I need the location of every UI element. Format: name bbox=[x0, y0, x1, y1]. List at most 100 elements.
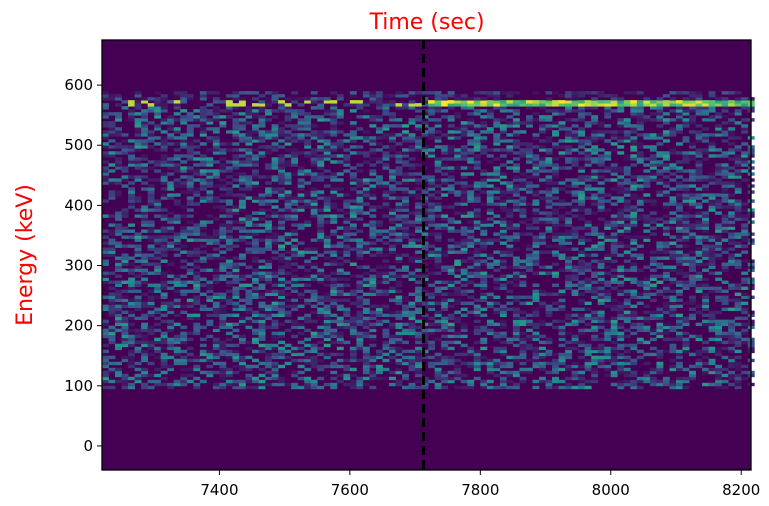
heatmap-cell bbox=[291, 289, 299, 293]
heatmap-cell bbox=[662, 328, 670, 333]
heatmap-cell bbox=[597, 196, 605, 200]
heatmap-cell bbox=[147, 184, 155, 188]
heatmap-cell bbox=[330, 112, 338, 116]
heatmap-cell bbox=[675, 220, 683, 224]
heatmap-cell bbox=[388, 103, 396, 107]
heatmap-cell bbox=[486, 109, 494, 113]
heatmap-cell bbox=[238, 100, 246, 104]
heatmap-cell bbox=[675, 151, 683, 155]
heatmap-cell bbox=[532, 193, 540, 197]
heatmap-cell bbox=[675, 319, 683, 324]
heatmap-cell bbox=[310, 364, 318, 369]
heatmap-cell bbox=[271, 163, 279, 167]
heatmap-cell bbox=[225, 280, 233, 284]
heatmap-cell bbox=[278, 181, 286, 185]
heatmap-cell bbox=[571, 139, 579, 143]
heatmap-cell bbox=[167, 166, 175, 170]
heatmap-cell bbox=[597, 349, 605, 354]
heatmap-cell bbox=[356, 211, 364, 215]
heatmap-cell bbox=[584, 163, 592, 167]
heatmap-cell bbox=[578, 130, 586, 134]
heatmap-cell bbox=[186, 331, 194, 336]
heatmap-cell bbox=[395, 196, 403, 200]
heatmap-cell bbox=[232, 157, 240, 161]
heatmap-cell bbox=[532, 202, 540, 206]
heatmap-cell bbox=[388, 100, 396, 104]
heatmap-cell bbox=[669, 172, 677, 176]
heatmap-cell bbox=[584, 289, 592, 293]
heatmap-cell bbox=[499, 139, 507, 143]
heatmap-cell bbox=[128, 334, 136, 339]
heatmap-cell bbox=[571, 283, 579, 287]
heatmap-cell bbox=[669, 100, 677, 104]
heatmap-cell bbox=[128, 103, 136, 107]
heatmap-cell bbox=[636, 295, 644, 299]
heatmap-cell bbox=[662, 310, 670, 315]
heatmap-cell bbox=[558, 343, 566, 348]
heatmap-cell bbox=[212, 235, 220, 239]
heatmap-cell bbox=[238, 385, 246, 390]
heatmap-cell bbox=[578, 382, 586, 387]
heatmap-cell bbox=[545, 115, 553, 119]
heatmap-cell bbox=[356, 385, 364, 390]
heatmap-cell bbox=[173, 313, 181, 318]
heatmap-cell bbox=[369, 163, 377, 167]
heatmap-cell bbox=[473, 241, 481, 245]
heatmap-cell bbox=[597, 154, 605, 158]
heatmap-cell bbox=[206, 268, 214, 272]
heatmap-cell bbox=[173, 178, 181, 182]
heatmap-cell bbox=[428, 211, 436, 215]
heatmap-cell bbox=[134, 274, 142, 278]
heatmap-cell bbox=[193, 139, 201, 143]
heatmap-cell bbox=[238, 91, 246, 95]
heatmap-cell bbox=[323, 316, 331, 321]
heatmap-cell bbox=[428, 292, 436, 296]
heatmap-cell bbox=[499, 208, 507, 212]
heatmap-cell bbox=[349, 211, 357, 215]
heatmap-cell bbox=[102, 94, 109, 98]
heatmap-cell bbox=[349, 181, 357, 185]
heatmap-cell bbox=[121, 169, 129, 173]
heatmap-cell bbox=[232, 130, 240, 134]
heatmap-cell bbox=[278, 157, 286, 161]
heatmap-cell bbox=[186, 133, 194, 137]
heatmap-cell bbox=[128, 310, 136, 315]
heatmap-cell bbox=[623, 181, 631, 185]
heatmap-cell bbox=[225, 226, 233, 230]
heatmap-cell bbox=[356, 304, 364, 309]
heatmap-cell bbox=[441, 157, 449, 161]
heatmap-cell bbox=[238, 358, 246, 363]
heatmap-cell bbox=[160, 139, 168, 143]
heatmap-cell bbox=[552, 379, 559, 384]
heatmap-cell bbox=[649, 256, 657, 260]
heatmap-cell bbox=[206, 241, 214, 245]
heatmap-cell bbox=[532, 226, 540, 230]
heatmap-cell bbox=[278, 94, 286, 98]
heatmap-cell bbox=[134, 346, 142, 351]
heatmap-cell bbox=[219, 238, 227, 242]
heatmap-cell bbox=[571, 229, 579, 233]
heatmap-cell bbox=[552, 172, 559, 176]
heatmap-cell bbox=[441, 286, 449, 290]
heatmap-cell bbox=[506, 238, 514, 242]
heatmap-cell bbox=[656, 142, 664, 146]
heatmap-cell bbox=[395, 316, 403, 321]
heatmap-cell bbox=[695, 166, 703, 170]
heatmap-cell bbox=[630, 322, 638, 327]
heatmap-cell bbox=[265, 103, 272, 107]
heatmap-cell bbox=[232, 274, 240, 278]
heatmap-cell bbox=[493, 97, 501, 101]
heatmap-cell bbox=[115, 292, 122, 296]
heatmap-cell bbox=[258, 229, 266, 233]
heatmap-cell bbox=[441, 319, 449, 324]
heatmap-cell bbox=[591, 148, 599, 152]
heatmap-cell bbox=[232, 349, 240, 354]
heatmap-cell bbox=[167, 355, 175, 360]
heatmap-cell bbox=[623, 328, 631, 333]
heatmap-cell bbox=[349, 247, 357, 251]
heatmap-cell bbox=[323, 112, 331, 116]
heatmap-cell bbox=[206, 190, 214, 194]
heatmap-cell bbox=[689, 295, 696, 299]
heatmap-cell bbox=[571, 130, 579, 134]
